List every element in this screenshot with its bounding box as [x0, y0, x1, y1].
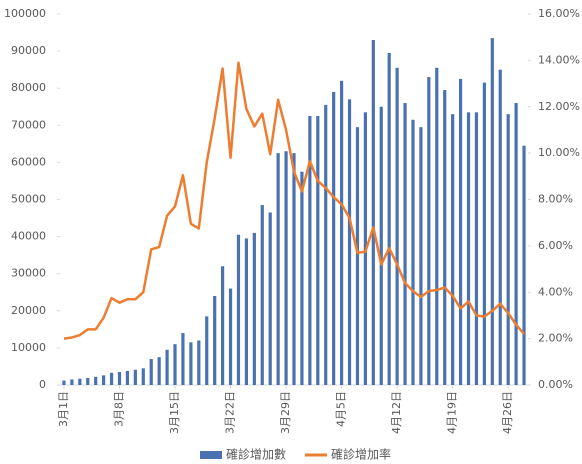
y2-tick-label: 10.00% [538, 146, 580, 159]
bar [102, 375, 106, 385]
bar [506, 114, 510, 386]
bar [355, 127, 360, 385]
bar [133, 369, 137, 385]
y2-tick-label: 16.00% [538, 7, 580, 20]
y2-tick-label: 14.00% [538, 53, 580, 66]
y2-tick-label: 8.00% [538, 193, 573, 206]
y-tick-label: 10000 [11, 341, 46, 354]
bar [395, 67, 399, 386]
bar [292, 153, 296, 385]
y2-tick-label: 6.00% [538, 239, 573, 252]
bar [379, 106, 383, 385]
bar [157, 357, 161, 385]
bar [411, 119, 415, 386]
bar [387, 52, 391, 386]
bar [316, 116, 320, 386]
x-tick-label: 4月5日 [335, 391, 348, 427]
bar [308, 116, 312, 386]
bar [109, 372, 114, 385]
x-tick-label: 4月26日 [501, 391, 514, 434]
y2-tick-label: 4.00% [538, 285, 573, 298]
x-tick-label: 3月8日 [112, 391, 125, 427]
y-tick-label: 30000 [11, 267, 46, 280]
bar [443, 90, 447, 386]
bar [70, 379, 74, 385]
y-tick-label: 50000 [11, 193, 46, 206]
line [63, 61, 525, 340]
bar [284, 151, 288, 385]
bar [189, 342, 193, 385]
y-tick-label: 40000 [11, 230, 46, 243]
bar [522, 145, 526, 385]
bar [125, 370, 130, 385]
bar [451, 114, 455, 386]
y-tick-label: 90000 [11, 44, 46, 57]
y2-tick-label: 12.00% [538, 100, 580, 113]
bar [498, 69, 502, 386]
y-tick-label: 70000 [11, 118, 46, 131]
bar [221, 266, 225, 385]
bar [300, 171, 304, 385]
y2-tick-label: 2.00% [538, 332, 573, 345]
bar [141, 368, 145, 385]
y-tick-label: 100000 [4, 7, 46, 20]
bar [371, 39, 375, 385]
bar [236, 234, 241, 385]
bar [514, 103, 518, 385]
bar [252, 232, 256, 385]
bar [482, 82, 486, 385]
bar [474, 112, 479, 385]
bar [435, 67, 439, 386]
bar [228, 288, 233, 385]
bar [324, 104, 328, 386]
bar [205, 316, 209, 385]
y-tick-label: 20000 [11, 304, 46, 317]
legend: 確診增加數 確診增加率 [200, 447, 391, 462]
bar [244, 238, 249, 385]
legend-label: 確診增加率 [331, 447, 391, 462]
bar [268, 212, 272, 385]
bar [332, 91, 336, 385]
bar [339, 80, 344, 385]
bar [260, 205, 264, 385]
bar [181, 333, 185, 385]
bar [117, 372, 122, 385]
x-tick-label: 3月15日 [168, 391, 181, 434]
x-tick-label: 3月29日 [279, 391, 292, 434]
bar [86, 377, 90, 385]
bar [94, 376, 98, 385]
bar [427, 77, 431, 385]
bar [347, 99, 352, 385]
x-tick-label: 3月22日 [224, 391, 237, 434]
bar [466, 112, 471, 385]
bar [165, 349, 169, 385]
bar [197, 340, 201, 385]
bar [490, 38, 494, 386]
bar [419, 127, 423, 385]
x-tick-label: 4月19日 [446, 391, 459, 434]
bar [62, 380, 66, 385]
legend-swatch [200, 451, 222, 459]
y2-tick-label: 0.00% [538, 378, 573, 391]
y-tick-label: 80000 [11, 81, 46, 94]
bar [78, 378, 82, 385]
bar [276, 153, 280, 385]
legend-label: 確診增加數 [226, 447, 286, 462]
bar [149, 359, 153, 385]
x-tick-label: 3月1日 [57, 391, 70, 427]
y-tick-label: 60000 [11, 155, 46, 168]
y-tick-label: 0 [39, 378, 46, 391]
bar [213, 295, 217, 385]
bar [403, 103, 407, 385]
x-tick-label: 4月12日 [390, 391, 403, 434]
bar [458, 78, 463, 386]
bar [173, 344, 177, 385]
